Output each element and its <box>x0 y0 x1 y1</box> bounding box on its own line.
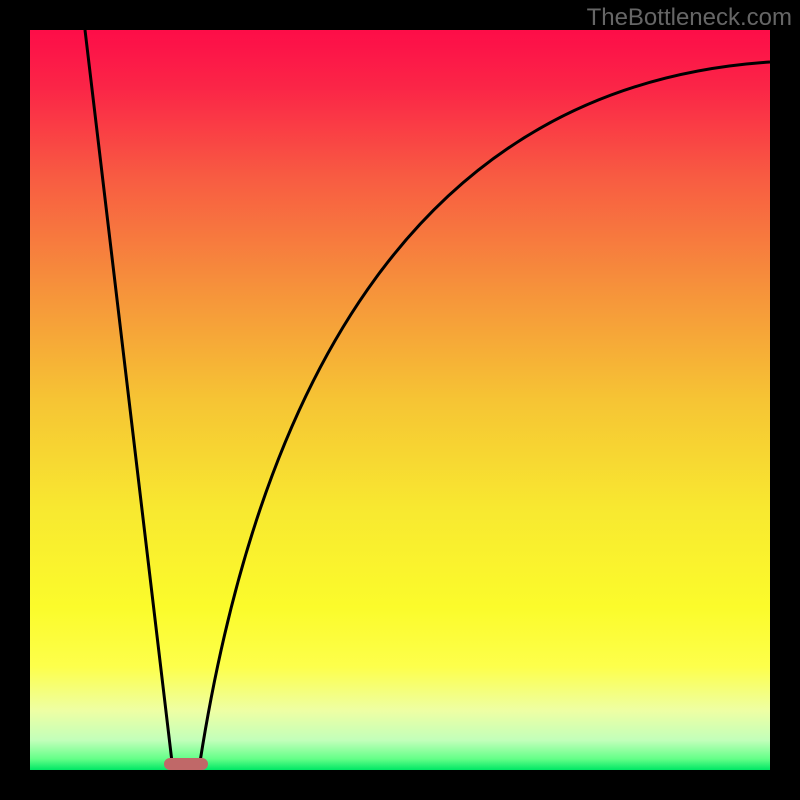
optimum-marker <box>164 758 208 770</box>
plot-background <box>30 30 770 770</box>
chart-container: TheBottleneck.com <box>0 0 800 800</box>
watermark-text: TheBottleneck.com <box>587 4 792 32</box>
chart-svg <box>0 0 800 800</box>
